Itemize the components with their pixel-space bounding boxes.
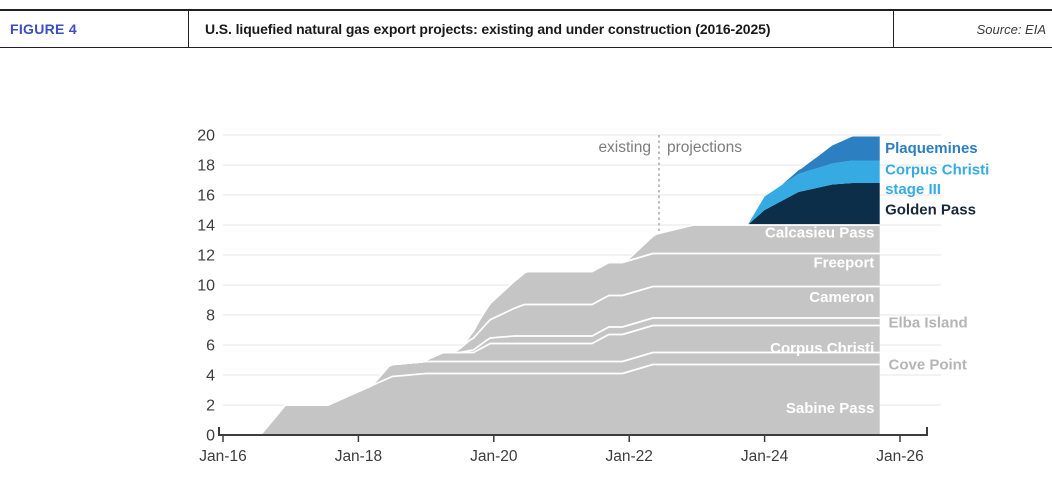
x-tick-label-Jan-24: Jan-24 <box>741 448 789 465</box>
figure-title: U.S. liquefied natural gas export projec… <box>188 11 894 47</box>
legend-label-golden-pass: Golden Pass <box>885 201 976 218</box>
y-tick-label-16: 16 <box>197 188 215 205</box>
area-corpus-christi-stage-iii <box>223 160 880 435</box>
figure-header: FIGURE 4 U.S. liquefied natural gas expo… <box>0 9 1052 48</box>
area-golden-pass <box>223 183 880 435</box>
y-tick-label-8: 8 <box>206 308 215 325</box>
y-tick-label-10: 10 <box>197 278 215 295</box>
area-corpus-christi <box>223 325 880 435</box>
legend-label-stage-iii: stage III <box>885 181 941 198</box>
projections-label: projections <box>667 139 742 156</box>
band-label-corpus-christi: Corpus Christi <box>770 340 874 357</box>
legend-label-corpus-christi: Corpus Christi <box>885 162 989 179</box>
y-tick-label-4: 4 <box>206 368 215 385</box>
x-tick-label-Jan-16: Jan-16 <box>199 448 246 465</box>
x-tick-label-Jan-26: Jan-26 <box>876 448 923 465</box>
band-label-sabine-pass: Sabine Pass <box>786 400 874 417</box>
separator-calcasieu-pass <box>223 224 880 436</box>
y-tick-label-6: 6 <box>206 338 215 355</box>
area-freeport <box>223 253 880 435</box>
area-calcasieu-pass <box>223 225 880 435</box>
outside-label-elba-island: Elba Island <box>889 315 968 332</box>
area-cameron <box>223 286 880 435</box>
legend-label-plaquemines: Plaquemines <box>885 140 978 157</box>
band-label-cameron: Cameron <box>809 289 874 306</box>
y-tick-label-20: 20 <box>197 128 215 145</box>
x-tick-label-Jan-22: Jan-22 <box>605 448 652 465</box>
outside-label-cove-point: Cove Point <box>889 357 967 374</box>
y-tick-label-2: 2 <box>206 398 215 415</box>
x-tick-label-Jan-20: Jan-20 <box>470 448 518 465</box>
figure-source: Source: EIA <box>976 21 1046 37</box>
band-label-freeport: Freeport <box>813 255 874 272</box>
area-cove-point <box>223 352 880 435</box>
area-plaquemines <box>223 136 880 435</box>
existing-label: existing <box>598 139 651 156</box>
y-tick-label-18: 18 <box>197 158 215 175</box>
x-tick-label-Jan-18: Jan-18 <box>335 448 382 465</box>
y-tick-label-12: 12 <box>197 248 215 265</box>
area-elba-island <box>223 318 880 435</box>
area-sabine-pass <box>223 364 880 435</box>
y-tick-label-14: 14 <box>197 218 215 235</box>
figure-label: FIGURE 4 <box>10 21 77 37</box>
y-tick-label-0: 0 <box>206 428 215 445</box>
band-label-calcasieu-pass: Calcasieu Pass <box>765 225 874 242</box>
